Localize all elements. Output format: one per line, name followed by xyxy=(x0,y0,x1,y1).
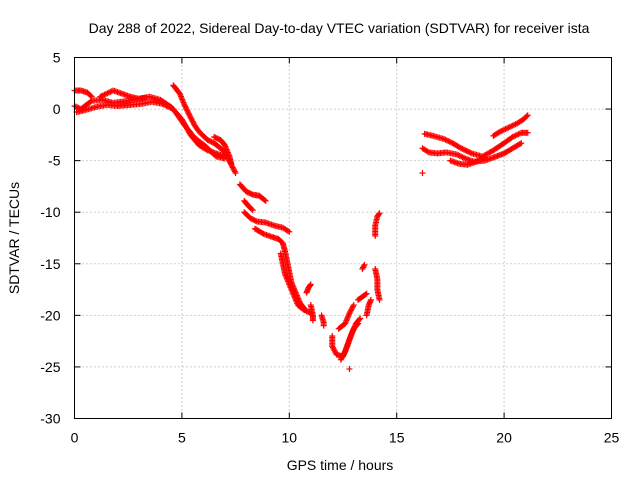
grid xyxy=(74,57,612,419)
data-point xyxy=(186,111,193,118)
data-point xyxy=(186,112,193,119)
data-point xyxy=(167,104,174,111)
data-point xyxy=(87,98,94,105)
data-point xyxy=(463,147,470,154)
data-point xyxy=(355,320,362,327)
data-point xyxy=(350,302,357,309)
data-point xyxy=(88,93,95,100)
data-point xyxy=(459,145,466,152)
x-tick-label: 25 xyxy=(604,430,620,446)
y-tick-label: -15 xyxy=(40,256,60,272)
data-point xyxy=(458,145,465,152)
data-point xyxy=(162,102,169,109)
data-point xyxy=(462,147,469,154)
y-tick-labels: 5 0 -5 -10 -15 -20 -25 -30 xyxy=(40,50,60,427)
data-point xyxy=(376,296,383,303)
x-tick-label: 0 xyxy=(71,430,79,446)
data-point xyxy=(320,322,327,329)
y-tick-label: 0 xyxy=(53,101,61,117)
x-tick-label: 15 xyxy=(389,430,405,446)
data-point xyxy=(307,282,314,289)
data-point xyxy=(232,170,239,177)
data-point xyxy=(285,227,292,234)
data-point xyxy=(185,110,192,117)
data-point xyxy=(467,149,474,156)
data-point xyxy=(184,108,191,115)
data-point xyxy=(249,207,256,214)
x-tick-label: 10 xyxy=(282,430,298,446)
x-tick-label: 5 xyxy=(178,430,186,446)
data-point xyxy=(262,197,269,204)
axis-ticks xyxy=(74,57,612,419)
data-point xyxy=(464,148,471,155)
chart-title: Day 288 of 2022, Sidereal Day-to-day VTE… xyxy=(89,20,590,36)
data-point xyxy=(228,160,235,167)
data-point xyxy=(300,306,307,313)
data-point xyxy=(375,211,382,218)
data-points xyxy=(71,82,531,372)
data-point xyxy=(181,102,188,109)
data-point xyxy=(231,168,238,175)
data-point xyxy=(460,146,467,153)
data-point xyxy=(182,104,189,111)
data-point xyxy=(350,303,357,310)
y-tick-label: -30 xyxy=(40,411,60,427)
data-point xyxy=(341,349,348,356)
data-point xyxy=(160,101,167,108)
data-point xyxy=(183,106,190,113)
data-point xyxy=(346,365,353,372)
x-axis-label: GPS time / hours xyxy=(287,457,394,473)
y-axis-label: SDTVAR / TECUs xyxy=(6,182,22,294)
data-point xyxy=(307,281,314,288)
data-point xyxy=(362,291,369,298)
data-point xyxy=(259,230,266,237)
data-point xyxy=(376,210,383,217)
data-point xyxy=(184,107,191,114)
data-point xyxy=(159,100,166,107)
x-tick-labels: 0 5 10 15 20 25 xyxy=(71,430,620,446)
data-point xyxy=(356,316,363,323)
data-point xyxy=(252,217,259,224)
data-point xyxy=(357,315,364,322)
y-tick-label: 5 xyxy=(53,50,61,66)
data-point xyxy=(424,148,431,155)
data-point xyxy=(163,102,170,109)
data-point xyxy=(524,129,531,136)
data-point xyxy=(517,140,524,147)
data-point xyxy=(518,140,525,147)
data-point xyxy=(166,104,173,111)
data-point xyxy=(181,100,188,107)
data-point xyxy=(360,264,367,271)
data-point xyxy=(367,296,374,303)
plot-frame xyxy=(74,57,612,419)
data-point xyxy=(309,317,316,324)
data-point xyxy=(419,170,426,177)
data-point xyxy=(354,321,361,328)
data-point xyxy=(363,290,370,297)
y-tick-label: -25 xyxy=(40,359,60,375)
data-point xyxy=(360,263,367,270)
data-point xyxy=(286,228,293,235)
data-point xyxy=(524,112,531,119)
data-point xyxy=(301,307,308,314)
y-tick-label: -10 xyxy=(40,204,60,220)
data-point xyxy=(523,113,530,120)
data-point xyxy=(261,197,268,204)
data-point xyxy=(466,149,473,156)
x-tick-label: 20 xyxy=(496,430,512,446)
y-tick-label: -20 xyxy=(40,307,60,323)
y-tick-label: -5 xyxy=(48,153,61,169)
data-point xyxy=(248,206,255,213)
data-point xyxy=(361,261,368,268)
data-point xyxy=(481,154,488,161)
data-point xyxy=(164,103,171,110)
data-point xyxy=(182,103,189,110)
data-point xyxy=(142,94,149,101)
data-point xyxy=(87,92,94,99)
